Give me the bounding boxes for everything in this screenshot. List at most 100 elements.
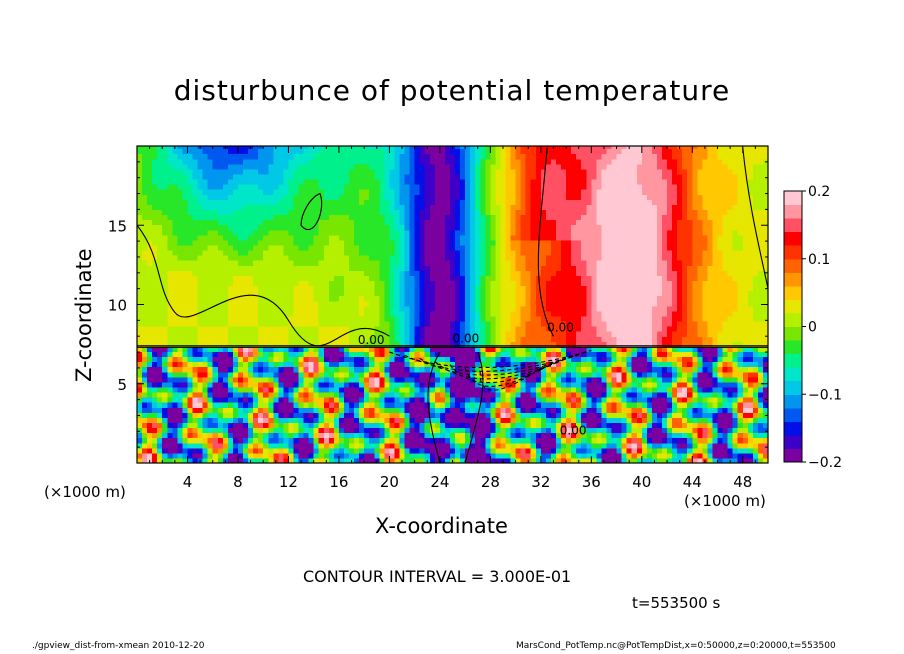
field-cell xyxy=(202,412,209,418)
field-cell xyxy=(429,315,436,322)
field-cell xyxy=(162,214,168,221)
field-cell xyxy=(253,315,259,322)
field-cell xyxy=(515,320,522,327)
field-cell xyxy=(480,214,486,221)
field-cell xyxy=(520,417,527,424)
field-cell xyxy=(343,295,350,302)
field-cell xyxy=(349,204,355,210)
field-cell xyxy=(217,146,224,150)
field-cell xyxy=(439,442,446,449)
field-cell xyxy=(207,452,214,459)
field-cell xyxy=(227,249,234,256)
field-cell xyxy=(222,285,229,292)
field-cell xyxy=(399,412,406,418)
field-cell xyxy=(338,270,345,276)
field-cell xyxy=(298,184,305,190)
field-cell xyxy=(434,432,441,439)
field-cell xyxy=(328,361,335,368)
field-cell xyxy=(298,285,305,292)
field-cell xyxy=(510,447,517,454)
field-cell xyxy=(475,326,481,332)
field-cell xyxy=(515,173,522,180)
field-cell xyxy=(379,224,385,231)
field-cell xyxy=(333,391,340,398)
field-cell xyxy=(253,178,259,185)
field-cell xyxy=(137,452,143,459)
field-cell xyxy=(525,229,532,236)
field-cell xyxy=(273,402,279,408)
field-cell xyxy=(495,366,502,373)
field-cell xyxy=(465,305,471,312)
field-cell xyxy=(202,209,209,216)
field-cell xyxy=(359,148,365,155)
field-cell xyxy=(475,315,481,322)
field-cell xyxy=(182,265,189,271)
field-cell xyxy=(343,244,350,251)
field-cell xyxy=(147,300,153,307)
field-cell xyxy=(434,224,441,231)
field-cell xyxy=(162,336,168,342)
field-cell xyxy=(142,310,148,317)
field-cell xyxy=(409,219,416,226)
field-cell xyxy=(359,305,365,312)
field-cell xyxy=(232,310,239,317)
field-cell xyxy=(333,422,340,429)
field-cell xyxy=(505,168,512,175)
field-cell xyxy=(288,158,295,165)
field-cell xyxy=(424,184,431,190)
field-cell xyxy=(480,457,486,463)
field-cell xyxy=(298,346,305,353)
field-cell xyxy=(157,173,163,180)
field-cell xyxy=(455,270,461,276)
field-cell xyxy=(429,386,436,393)
field-cell xyxy=(293,244,300,251)
field-cell xyxy=(444,244,451,251)
field-cell xyxy=(197,442,204,449)
field-cell xyxy=(167,305,173,312)
field-cell xyxy=(520,163,527,170)
field-cell xyxy=(485,412,491,418)
field-cell xyxy=(354,168,360,175)
field-cell xyxy=(207,300,214,307)
field-cell xyxy=(263,336,269,342)
field-cell xyxy=(258,234,264,241)
field-cell xyxy=(323,386,330,393)
field-cell xyxy=(283,270,290,276)
field-cell xyxy=(258,270,264,276)
field-cell xyxy=(419,391,426,398)
field-cell xyxy=(419,331,426,337)
field-cell xyxy=(444,285,451,292)
field-cell xyxy=(248,432,254,439)
field-cell xyxy=(439,224,446,231)
field-cell xyxy=(323,315,330,322)
field-cell xyxy=(394,305,401,312)
field-cell xyxy=(349,305,355,312)
field-cell xyxy=(520,219,527,226)
field-cell xyxy=(167,153,173,160)
field-cell xyxy=(258,452,264,459)
field-cell xyxy=(192,336,199,342)
field-cell xyxy=(500,366,507,373)
field-cell xyxy=(293,173,300,180)
field-cell xyxy=(187,239,194,246)
field-cell xyxy=(455,386,461,393)
field-cell xyxy=(243,386,249,393)
field-cell xyxy=(480,184,486,190)
field-cell xyxy=(248,402,254,408)
field-cell xyxy=(429,275,436,282)
field-cell xyxy=(439,229,446,236)
field-cell xyxy=(414,417,421,424)
field-cell xyxy=(217,260,224,266)
field-cell xyxy=(192,255,199,261)
field-cell xyxy=(424,168,431,175)
field-cell xyxy=(273,381,279,388)
field-cell xyxy=(470,189,476,195)
field-cell xyxy=(510,452,517,459)
field-cell xyxy=(278,300,284,307)
field-cell xyxy=(439,265,446,271)
field-cell xyxy=(263,452,269,459)
field-cell xyxy=(379,437,385,444)
field-cell xyxy=(323,168,330,175)
field-cell xyxy=(253,386,259,393)
field-cell xyxy=(318,402,325,408)
